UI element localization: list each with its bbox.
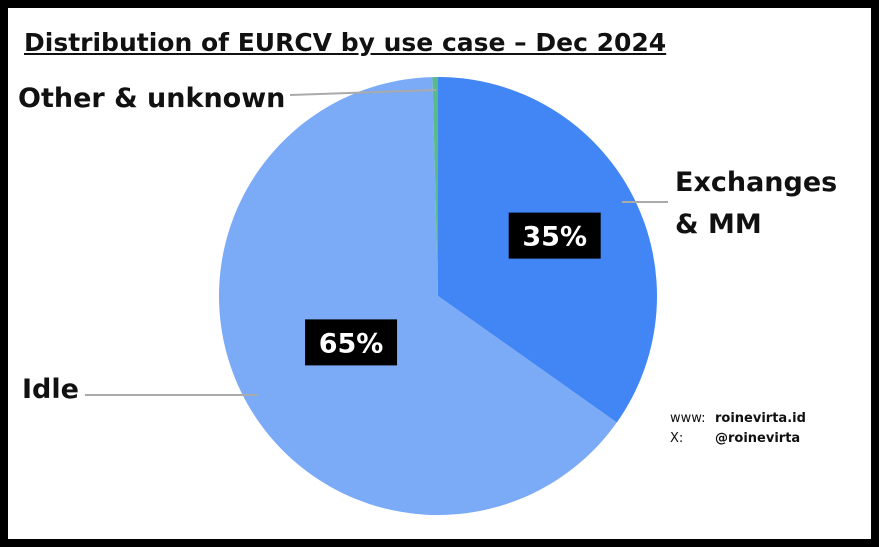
value-label: 35% bbox=[522, 222, 587, 253]
pie-slice bbox=[218, 77, 617, 516]
leader-line bbox=[289, 89, 437, 96]
credit-key: www: bbox=[670, 411, 706, 426]
pie-slice bbox=[432, 77, 438, 296]
value-label-box bbox=[305, 319, 398, 366]
value-label: 65% bbox=[319, 328, 384, 359]
slice-label: Other & unknown bbox=[18, 83, 286, 114]
value-label-box bbox=[508, 212, 601, 259]
credit-text: roinevirta.id bbox=[715, 411, 806, 426]
credit-text: @roinevirta bbox=[715, 431, 801, 446]
plot: 35% 65% bbox=[85, 77, 668, 516]
slice-label: Exchanges & MM bbox=[675, 167, 838, 240]
credit-key: X: bbox=[670, 431, 684, 446]
chart-title: Distribution of EURCV by use case – Dec … bbox=[24, 28, 667, 57]
slice-label: Idle bbox=[22, 374, 79, 405]
